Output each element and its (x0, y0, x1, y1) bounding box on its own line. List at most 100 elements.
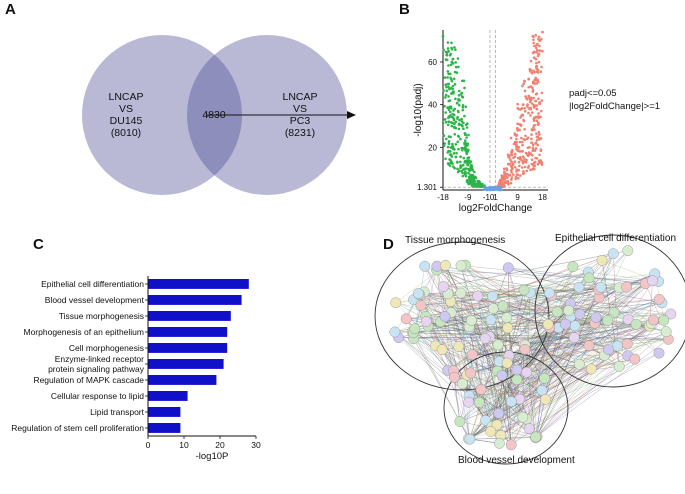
network-node (493, 407, 505, 419)
network-edge (535, 319, 610, 438)
volcano-point-down (451, 84, 455, 88)
network-node (518, 284, 530, 296)
volcano-point-up (535, 115, 538, 119)
network-node (437, 281, 449, 292)
volcano-threshold-note: padj<=0.05 |log2FoldChange|>=1 (569, 88, 660, 112)
network-edge (491, 295, 552, 427)
volcano-point-down (447, 163, 451, 166)
volcano-point-up (520, 140, 524, 144)
network-edge (526, 363, 580, 373)
network-edge (413, 299, 449, 371)
volcano-point-up (530, 137, 533, 141)
volcano-point-up (537, 52, 541, 56)
volcano-point-up (536, 162, 540, 166)
bar (148, 375, 217, 385)
volcano-point-up (535, 48, 539, 52)
volcano-point-down (444, 83, 448, 87)
volcano-point-up (532, 38, 535, 42)
volcano-point-up (523, 165, 527, 169)
network-node (539, 372, 550, 384)
network-edge (444, 289, 525, 317)
volcano-point-down (481, 182, 484, 186)
volcano-point-down (478, 185, 482, 188)
volcano-y-tick-label: 20 (428, 143, 437, 152)
network-edge (508, 292, 531, 356)
bar-category-label: Cell morphogenesis (69, 343, 144, 353)
volcano-point-up (532, 41, 535, 45)
volcano-point-up (513, 166, 517, 169)
volcano-point-down (444, 93, 448, 97)
volcano-point-down (442, 144, 446, 148)
bar (148, 391, 188, 401)
volcano-point-up (523, 80, 526, 83)
volcano-point-up (505, 167, 508, 171)
volcano-point-down (444, 120, 448, 124)
volcano-point-down (455, 71, 459, 75)
volcano-x-tick-label: -10 (483, 193, 495, 202)
network-edge (468, 331, 667, 439)
bar-category-label: Regulation of MAPK cascade (33, 375, 144, 385)
network-node (492, 339, 504, 351)
volcano-point-up (540, 65, 543, 69)
network-node (523, 423, 535, 434)
network-edge (535, 349, 609, 438)
volcano-point-ns (492, 188, 495, 191)
volcano-point-down (453, 107, 457, 111)
volcano-point-up (537, 112, 540, 115)
volcano-point-down (452, 118, 456, 122)
volcano-point-down (444, 50, 448, 54)
volcano-point-up (540, 109, 543, 113)
volcano-point-up (519, 116, 522, 119)
volcano-point-down (471, 168, 474, 172)
volcano-point-down (463, 86, 466, 90)
volcano-point-down (451, 112, 455, 116)
network-edge (481, 345, 590, 390)
volcano-point-down (444, 157, 447, 161)
volcano-point-down (454, 61, 458, 64)
network-edge (454, 377, 461, 422)
panel-b: B 1.301 20 40 60 -18 -9 -101 9 18 log2FoldChange -… (399, 1, 660, 214)
network-edge (594, 250, 629, 324)
volcano-point-up (532, 124, 536, 127)
volcano-point-up (503, 171, 506, 175)
volcano-point-up (537, 35, 541, 39)
volcano-point-up (526, 146, 530, 150)
volcano-point-down (471, 175, 475, 179)
volcano-point-down (453, 122, 456, 125)
network-edge (529, 352, 660, 429)
volcano-point-ns (487, 187, 490, 190)
volcano-point-up (514, 177, 517, 181)
volcano-y-axis-label: -log10(padj) (413, 83, 424, 136)
volcano-point-up (536, 71, 540, 74)
volcano-x-tick-label: 9 (515, 193, 520, 202)
volcano-point-down (467, 133, 470, 137)
volcano-point-down (451, 121, 454, 125)
network-node (453, 341, 465, 352)
network-node (419, 260, 431, 272)
volcano-point-up (515, 134, 518, 138)
volcano-point-up (532, 167, 535, 170)
volcano-point-down (446, 70, 450, 73)
volcano-point-down (454, 155, 458, 159)
volcano-point-up (513, 160, 517, 163)
volcano-point-up (512, 173, 515, 176)
network-node (583, 272, 595, 284)
volcano-point-up (531, 90, 535, 93)
volcano-point-up (516, 173, 520, 176)
network-node (596, 254, 608, 266)
volcano-point-up (534, 34, 538, 37)
volcano-point-up (520, 166, 524, 169)
network-node (519, 343, 531, 355)
volcano-point-down (447, 140, 451, 143)
volcano-point-up (536, 135, 539, 138)
volcano-point-up (532, 106, 536, 109)
network-node (621, 281, 632, 293)
volcano-point-down (450, 48, 454, 51)
volcano-point-up (519, 155, 522, 159)
bar (148, 407, 181, 417)
volcano-point-ns (497, 187, 500, 190)
volcano-point-up (538, 49, 542, 52)
volcano-point-down (467, 182, 471, 186)
volcano-x-tick-label: 1 (493, 193, 498, 202)
